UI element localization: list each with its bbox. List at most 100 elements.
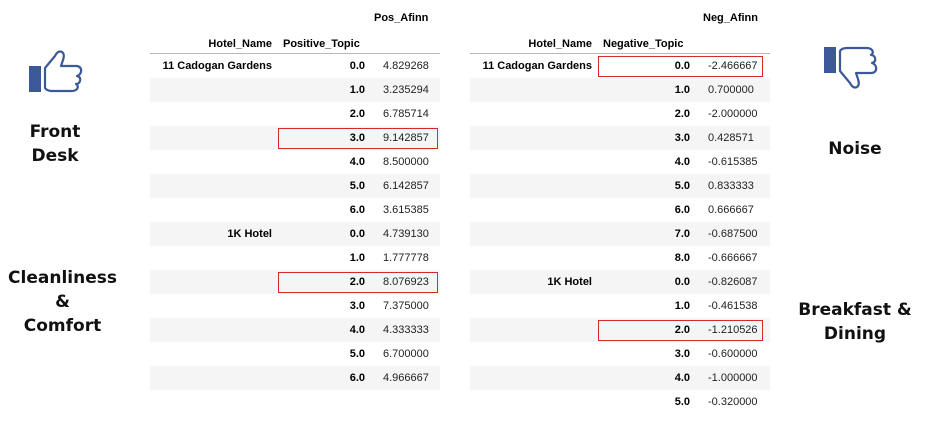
afinn-value-cell: 1.777778 <box>383 252 429 264</box>
table-row: 1K Hotel 0.0 4.739130 <box>150 222 440 246</box>
afinn-value-cell: -0.320000 <box>708 396 758 408</box>
pos-col-topic: Positive_Topic <box>283 38 360 50</box>
table-row: 4.0 4.333333 <box>150 318 440 342</box>
topic-cell: 1.0 <box>349 84 365 96</box>
afinn-value-cell: -0.615385 <box>708 156 758 168</box>
table-row: 5.0 6.142857 <box>150 174 440 198</box>
topic-cell: 5.0 <box>674 180 690 192</box>
topic-cell: 3.0 <box>349 300 365 312</box>
topic-cell: 0.0 <box>674 276 690 288</box>
table-row: 11 Cadogan Gardens 0.0 -2.466667 <box>470 54 770 78</box>
table-row: 2.0 8.076923 <box>150 270 440 294</box>
afinn-value-cell: -1.000000 <box>708 372 758 384</box>
afinn-value-cell: 3.235294 <box>383 84 429 96</box>
afinn-value-cell: 0.833333 <box>708 180 754 192</box>
positive-afinn-table: Pos_Afinn Hotel_Name Positive_Topic 11 C… <box>150 0 440 400</box>
afinn-value-cell: 0.428571 <box>708 132 754 144</box>
front-desk-line-1: Front <box>29 122 81 142</box>
highlight-box <box>598 56 763 77</box>
table-row: 11 Cadogan Gardens 0.0 4.829268 <box>150 54 440 78</box>
afinn-value-cell: -0.600000 <box>708 348 758 360</box>
table-row: 5.0 -0.320000 <box>470 390 770 414</box>
table-row: 1.0 0.700000 <box>470 78 770 102</box>
hotel-name-cell: 11 Cadogan Gardens <box>162 60 272 72</box>
topic-cell: 3.0 <box>349 132 365 144</box>
pos-col-hotel: Hotel_Name <box>208 38 272 50</box>
topic-cell: 8.0 <box>674 252 690 264</box>
table-row: 6.0 4.966667 <box>150 366 440 390</box>
negative-afinn-table: Neg_Afinn Hotel_Name Negative_Topic 11 C… <box>470 0 770 423</box>
afinn-value-cell: 4.966667 <box>383 372 429 384</box>
hotel-name-cell: 11 Cadogan Gardens <box>482 60 592 72</box>
topic-cell: 2.0 <box>674 108 690 120</box>
front-desk-label: Front Desk <box>20 120 90 168</box>
table-row: 7.0 -0.687500 <box>470 222 770 246</box>
table-row: 2.0 -1.210526 <box>470 318 770 342</box>
table-row: 2.0 6.785714 <box>150 102 440 126</box>
neg-value-header: Neg_Afinn <box>703 12 758 24</box>
afinn-value-cell: 4.739130 <box>383 228 429 240</box>
topic-cell: 6.0 <box>349 204 365 216</box>
table-row: 6.0 0.666667 <box>470 198 770 222</box>
topic-cell: 5.0 <box>349 348 365 360</box>
cleanliness-line-2: Comfort <box>23 316 102 336</box>
table-row: 1.0 1.777778 <box>150 246 440 270</box>
breakfast-label: Breakfast & Dining <box>795 298 915 346</box>
topic-cell: 1.0 <box>674 84 690 96</box>
afinn-value-cell: 6.700000 <box>383 348 429 360</box>
afinn-value-cell: -0.687500 <box>708 228 758 240</box>
topic-cell: 1.0 <box>349 252 365 264</box>
breakfast-line-2: Dining <box>823 324 887 344</box>
cleanliness-line-1: Cleanliness & <box>8 268 117 312</box>
table-row: 4.0 -0.615385 <box>470 150 770 174</box>
topic-cell: 4.0 <box>674 156 690 168</box>
breakfast-line-1: Breakfast & <box>798 300 912 320</box>
table-row: 3.0 7.375000 <box>150 294 440 318</box>
topic-cell: 4.0 <box>349 156 365 168</box>
thumbs-down-icon <box>824 46 878 89</box>
table-row: 1K Hotel 0.0 -0.826087 <box>470 270 770 294</box>
topic-cell: 0.0 <box>349 60 365 72</box>
highlight-box <box>278 128 438 149</box>
topic-cell: 5.0 <box>349 180 365 192</box>
afinn-value-cell: 4.829268 <box>383 60 429 72</box>
afinn-value-cell: 9.142857 <box>383 132 429 144</box>
afinn-value-cell: 0.666667 <box>708 204 754 216</box>
table-row: 3.0 0.428571 <box>470 126 770 150</box>
front-desk-line-2: Desk <box>31 146 79 166</box>
afinn-value-cell: 0.700000 <box>708 84 754 96</box>
noise-line-1: Noise <box>828 139 882 159</box>
afinn-value-cell: -0.826087 <box>708 276 758 288</box>
table-row: 3.0 -0.600000 <box>470 342 770 366</box>
pos-value-header: Pos_Afinn <box>374 12 429 24</box>
afinn-value-cell: -0.666667 <box>708 252 758 264</box>
topic-cell: 4.0 <box>349 324 365 336</box>
afinn-value-cell: 3.615385 <box>383 204 429 216</box>
topic-cell: 0.0 <box>674 60 690 72</box>
afinn-value-cell: -2.000000 <box>708 108 758 120</box>
noise-label: Noise <box>815 137 895 161</box>
neg-col-topic: Negative_Topic <box>603 38 684 50</box>
topic-cell: 3.0 <box>674 348 690 360</box>
topic-cell: 6.0 <box>674 204 690 216</box>
topic-cell: 2.0 <box>349 276 365 288</box>
topic-cell: 1.0 <box>674 300 690 312</box>
topic-cell: 0.0 <box>349 228 365 240</box>
topic-cell: 2.0 <box>674 324 690 336</box>
table-row: 1.0 -0.461538 <box>470 294 770 318</box>
neg-header-rule <box>470 53 770 54</box>
hotel-name-cell: 1K Hotel <box>547 276 592 288</box>
topic-cell: 7.0 <box>674 228 690 240</box>
afinn-value-cell: -2.466667 <box>708 60 758 72</box>
pos-header-rule <box>150 53 440 54</box>
table-row: 5.0 6.700000 <box>150 342 440 366</box>
topic-cell: 5.0 <box>674 396 690 408</box>
table-row: 1.0 3.235294 <box>150 78 440 102</box>
topic-cell: 2.0 <box>349 108 365 120</box>
thumbs-up-icon <box>29 50 83 93</box>
afinn-value-cell: 8.500000 <box>383 156 429 168</box>
hotel-name-cell: 1K Hotel <box>227 228 272 240</box>
table-row: 4.0 -1.000000 <box>470 366 770 390</box>
afinn-value-cell: 6.785714 <box>383 108 429 120</box>
cleanliness-label: Cleanliness & Comfort <box>0 266 125 338</box>
